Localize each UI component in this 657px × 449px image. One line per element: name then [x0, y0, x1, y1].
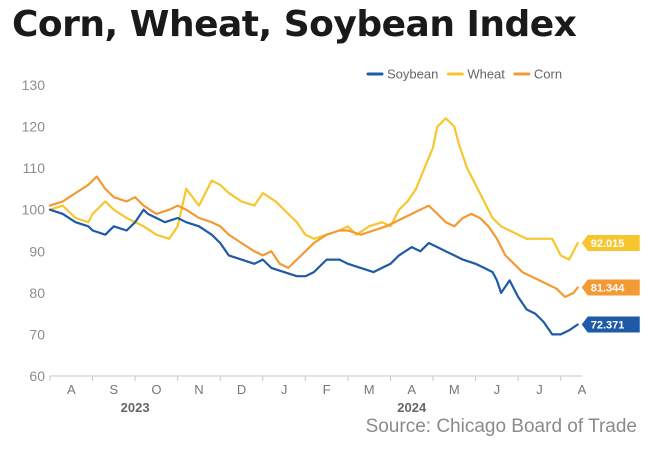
x-month-label: S [110, 382, 119, 397]
y-tick-label: 130 [22, 77, 46, 93]
y-tick-label: 90 [29, 243, 45, 259]
y-axis: 60 70 80 90 100 110 120 130 [22, 77, 46, 384]
last-value-tag-wheat [581, 234, 640, 251]
series-line-wheat [48, 117, 579, 261]
last-value-tag-corn [581, 279, 640, 296]
x-month-label: N [194, 382, 203, 397]
x-month-label: M [449, 382, 460, 397]
last-value-label-wheat: 92.015 [591, 238, 625, 250]
x-year-label: 2023 [121, 400, 150, 415]
x-month-label: J [536, 382, 543, 397]
x-month-label: J [281, 382, 288, 397]
legend-label-corn: Corn [534, 67, 562, 82]
legend-label-wheat: Wheat [467, 67, 505, 82]
y-tick-label: 60 [29, 368, 45, 384]
x-month-label: J [494, 382, 501, 397]
y-tick-label: 80 [29, 285, 45, 301]
y-tick-label: 120 [22, 119, 46, 135]
series-line-soybean [48, 208, 579, 336]
y-tick-label: 70 [29, 326, 45, 342]
legend-label-soybean: Soybean [387, 67, 438, 82]
last-value-tags: 72.371 92.015 81.344 [581, 234, 640, 333]
x-month-label: A [407, 382, 416, 397]
series-line-corn [48, 175, 579, 299]
x-month-label: D [237, 382, 246, 397]
y-tick-label: 110 [23, 160, 46, 176]
last-value-label-soybean: 72.371 [591, 319, 625, 331]
x-month-label: A [578, 382, 587, 397]
x-month-label: A [67, 382, 76, 397]
x-year-label: 2024 [397, 400, 427, 415]
last-value-label-corn: 81.344 [591, 282, 626, 294]
chart-title: Corn, Wheat, Soybean Index [12, 4, 577, 45]
legend: Soybean Wheat Corn [366, 67, 562, 82]
y-tick-label: 100 [22, 202, 46, 218]
x-axis: A S O N D J F M A M J J A 2023 2024 [49, 375, 587, 415]
x-month-label: M [364, 382, 375, 397]
series-layer [48, 117, 579, 336]
x-month-label: O [151, 382, 161, 397]
x-month-label: F [323, 382, 331, 397]
source-note: Source: Chicago Board of Trade [365, 416, 637, 437]
last-value-tag-soybean [581, 316, 640, 333]
